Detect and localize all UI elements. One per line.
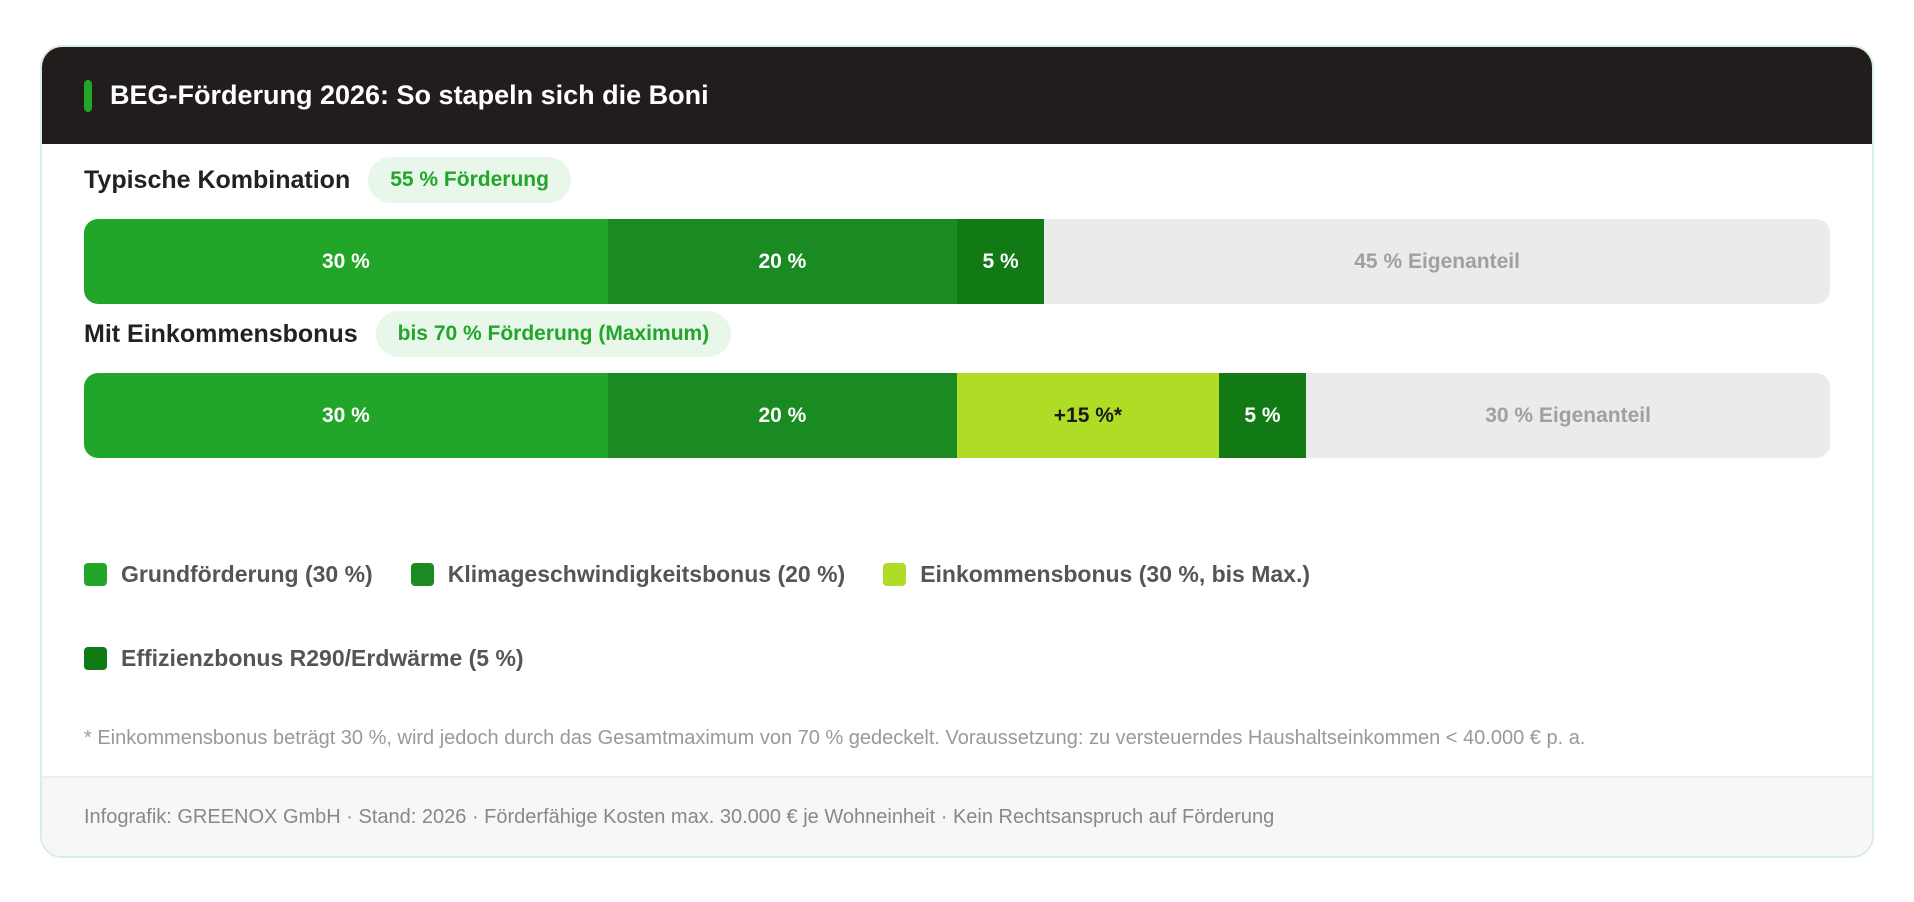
legend-item-grund: Grundförderung (30 %) (84, 560, 373, 588)
footnote: * Einkommensbonus beträgt 30 %, wird jed… (84, 727, 1586, 749)
legend-label: Klimageschwindigkeitsbonus (20 %) (447, 560, 846, 587)
legend-label: Einkommensbonus (30 %, bis Max.) (920, 560, 1311, 587)
bar-segment-einkommen: +15 %* (956, 373, 1219, 458)
bar-segment-grund: 30 % (84, 219, 608, 304)
funding-badge: bis 70 % Förderung (Maximum) (375, 311, 732, 357)
legend-swatch (883, 562, 907, 586)
legend-label: Grundförderung (30 %) (121, 560, 373, 587)
page-title: BEG-Förderung 2026: So stapeln sich die … (110, 80, 709, 110)
bar-section-income: Mit Einkommensbonus bis 70 % Förderung (… (84, 311, 1830, 458)
legend-item-einkommen: Einkommensbonus (30 %, bis Max.) (883, 560, 1310, 588)
bar-title: Typische Kombination (84, 165, 351, 194)
bar-segment-effizienz: 5 % (956, 219, 1045, 304)
header: BEG-Förderung 2026: So stapeln sich die … (42, 47, 1872, 144)
bar-title: Mit Einkommensbonus (84, 319, 358, 348)
legend-swatch (410, 562, 434, 586)
footer: Infografik: GREENOX GmbH · Stand: 2026 ·… (42, 776, 1872, 856)
accent-bar (84, 79, 92, 112)
infographic-card: BEG-Förderung 2026: So stapeln sich die … (40, 45, 1874, 858)
legend-item-klima: Klimageschwindigkeitsbonus (20 %) (410, 560, 846, 588)
bar-segment-eigen: 45 % Eigenanteil (1044, 219, 1830, 304)
bar-segment-grund: 30 % (84, 373, 608, 458)
bar-segment-eigen: 30 % Eigenanteil (1306, 373, 1830, 458)
legend-item-effizienz: Effizienzbonus R290/Erdwärme (5 %) (84, 644, 524, 672)
bar-section-typical: Typische Kombination 55 % Förderung 30 %… (84, 157, 1830, 304)
stacked-bar: 30 % 20 % 5 % 45 % Eigenanteil (84, 219, 1830, 304)
stacked-bar: 30 % 20 % +15 %* 5 % 30 % Eigenanteil (84, 373, 1830, 458)
bar-segment-klima: 20 % (607, 373, 957, 458)
legend-label: Effizienzbonus R290/Erdwärme (5 %) (121, 644, 524, 671)
funding-badge: 55 % Förderung (368, 157, 571, 203)
bar-segment-effizienz: 5 % (1218, 373, 1307, 458)
legend-swatch (84, 646, 107, 670)
bar-segment-klima: 20 % (607, 219, 957, 304)
footer-text: Infografik: GREENOX GmbH · Stand: 2026 ·… (84, 805, 1275, 828)
legend: Grundförderung (30 %) Klimageschwindigkei… (84, 560, 1830, 672)
legend-swatch (84, 562, 107, 586)
